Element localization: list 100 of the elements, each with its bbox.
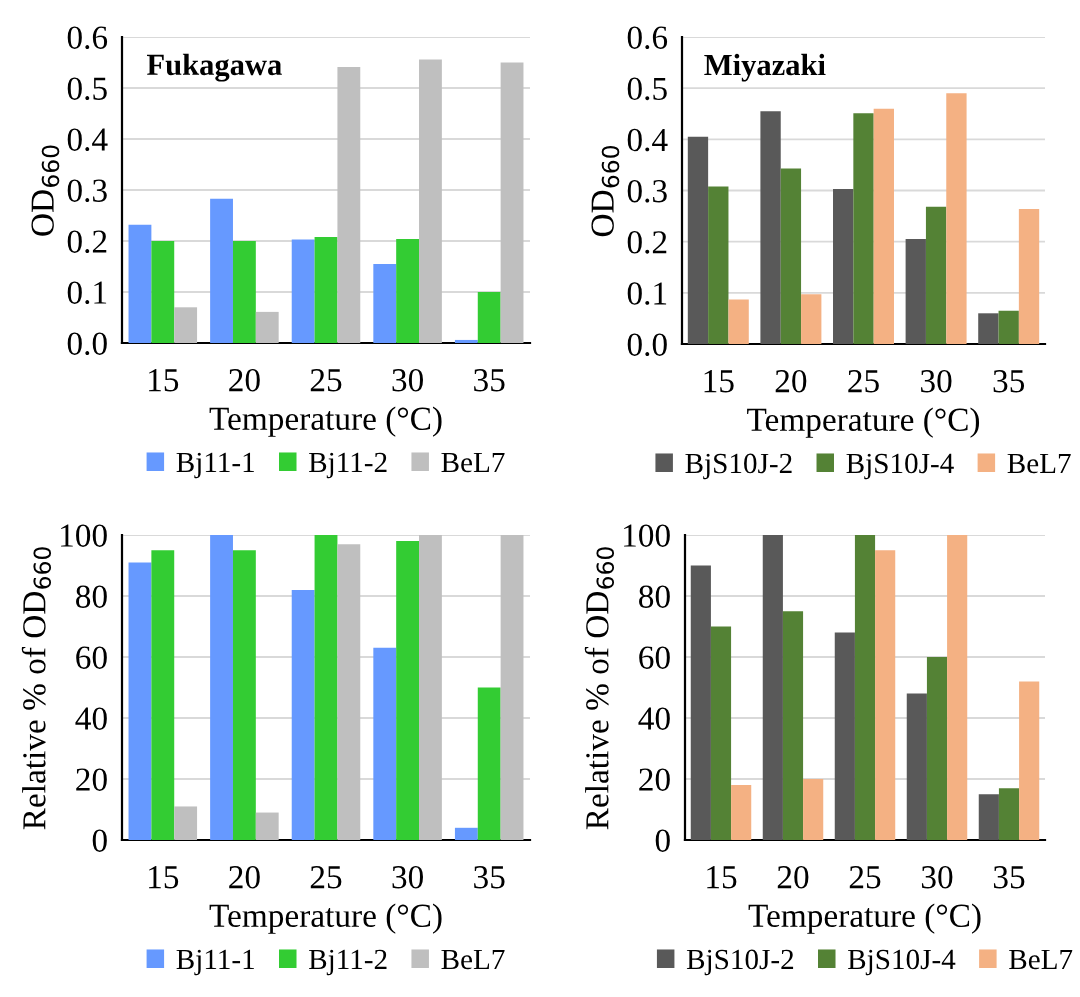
bar	[337, 67, 361, 343]
bar	[151, 550, 175, 840]
y-tick-label: 0.6	[627, 26, 668, 50]
bar	[255, 812, 279, 840]
bar	[762, 535, 783, 840]
bar	[373, 647, 397, 840]
bar	[926, 657, 948, 840]
y-tick-label: 0.4	[627, 128, 668, 152]
legend-label: Bj11-1	[176, 949, 254, 976]
y-tick-label: 0.0	[627, 333, 667, 357]
y-tick-label: 80	[76, 585, 107, 608]
x-tick-label: 15	[149, 866, 179, 889]
y-tick-label: 0.4	[67, 128, 108, 152]
bar	[419, 59, 442, 343]
bar	[373, 263, 397, 343]
legend-label: BjS10J-2	[685, 453, 792, 480]
bar	[128, 224, 152, 343]
bar	[255, 311, 279, 343]
bar	[906, 693, 927, 840]
bar	[947, 535, 968, 840]
legend-label: Bj11-2	[309, 452, 387, 479]
y-tick-label: 0.5	[67, 77, 107, 101]
y-tick-label: 0.3	[67, 179, 107, 203]
bar	[998, 310, 1019, 344]
bar	[946, 93, 967, 344]
y-tick-label: 0	[655, 829, 670, 852]
x-tick-label: 15	[149, 369, 179, 392]
x-axis-title: Temperature (°C)	[209, 903, 442, 934]
bar	[396, 541, 420, 840]
y-tick-label: 40	[75, 707, 107, 730]
x-axis-title: Temperature (°C)	[747, 407, 980, 438]
bar	[232, 241, 256, 343]
legend-label: Bj11-1	[176, 452, 254, 479]
bar	[174, 806, 198, 840]
x-tick-label: 35	[993, 866, 1025, 889]
x-tick-label: 30	[392, 865, 423, 889]
bar	[477, 292, 501, 343]
bar	[337, 544, 361, 840]
bar	[174, 307, 198, 343]
bar	[151, 241, 175, 343]
y-tick-label: 100	[624, 524, 670, 547]
bar	[782, 611, 804, 840]
bar	[875, 550, 896, 840]
bar	[314, 535, 338, 840]
bar	[210, 198, 233, 343]
y-tick-label: 0.1	[67, 281, 107, 305]
x-tick-label: 20	[777, 865, 809, 889]
y-tick-label: 0.0	[67, 332, 107, 356]
x-tick-label: 20	[229, 865, 260, 889]
bar	[128, 562, 152, 840]
y-axis-title: OD$_{660}$	[31, 145, 60, 236]
bar	[687, 136, 709, 344]
x-tick-label: 15	[704, 370, 734, 393]
x-tick-label: 35	[993, 370, 1025, 393]
bar	[760, 111, 781, 344]
bar	[803, 779, 824, 840]
bar	[905, 239, 926, 344]
y-tick-label: 20	[639, 768, 670, 791]
legend-label: BeL7	[1007, 453, 1071, 474]
bar	[728, 299, 749, 344]
bar	[1019, 681, 1040, 840]
bar	[396, 238, 420, 343]
legend-label: Bj11-2	[309, 949, 387, 976]
bar	[500, 62, 524, 343]
x-tick-label: 25	[310, 866, 342, 889]
bar	[232, 550, 256, 840]
legend-label: BeL7	[1009, 949, 1073, 970]
bar	[978, 313, 999, 344]
x-tick-label: 30	[921, 369, 952, 393]
x-axis-title: Temperature (°C)	[748, 903, 981, 934]
y-axis-title: OD$_{660}$	[591, 146, 620, 237]
y-tick-label: 0	[92, 829, 107, 852]
x-tick-label: 30	[921, 865, 953, 889]
bar	[801, 294, 822, 344]
x-tick-label: 15	[707, 866, 737, 889]
y-tick-label: 20	[76, 768, 107, 791]
bar	[291, 589, 315, 840]
bar	[454, 339, 478, 343]
bar	[1018, 208, 1040, 344]
y-tick-label: 0.2	[67, 230, 107, 254]
y-axis-title: Relative % of OD$_{660}$	[584, 547, 615, 830]
x-tick-label: 35	[474, 369, 505, 392]
bar	[780, 168, 802, 344]
bar	[708, 186, 729, 344]
bar	[853, 113, 874, 344]
legend-label: BjS10J-4	[846, 453, 954, 480]
bar	[500, 535, 524, 840]
bar	[731, 785, 752, 840]
bar	[291, 239, 315, 343]
text: Fukagawa	[147, 53, 282, 82]
bar	[690, 565, 711, 840]
bar	[314, 236, 338, 343]
bar	[873, 108, 894, 344]
legend-label: BeL7	[441, 452, 505, 473]
x-tick-label: 25	[310, 369, 342, 392]
y-tick-label: 80	[639, 585, 670, 608]
x-tick-label: 30	[392, 368, 423, 392]
y-tick-label: 0.6	[67, 26, 108, 50]
bar	[854, 535, 876, 840]
bar	[454, 827, 478, 840]
